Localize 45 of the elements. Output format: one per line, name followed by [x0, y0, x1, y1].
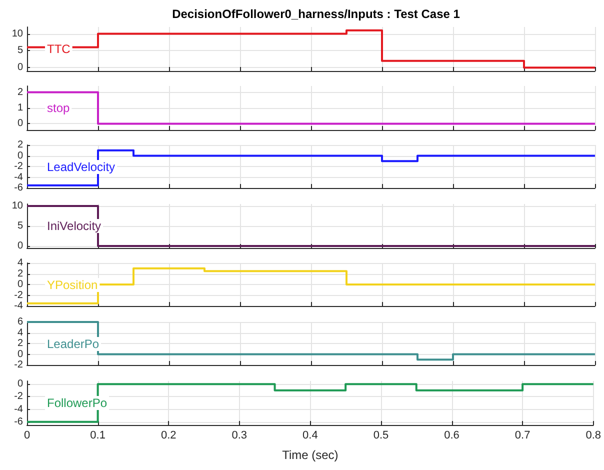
y-tick-label: 0: [17, 118, 24, 130]
y-tick-label: 6: [17, 316, 24, 328]
x-tick-label: 0.3: [232, 430, 248, 442]
series-label: stop: [47, 101, 70, 115]
y-tick-label: 4: [17, 258, 24, 268]
x-tick-label: 0.6: [444, 430, 460, 442]
x-tick-label: 0.8: [586, 430, 602, 442]
y-tick-label: 0: [17, 62, 24, 74]
y-tick-label: -2: [14, 360, 24, 370]
y-tick-label: -4: [14, 300, 24, 312]
y-tick-label: -2: [14, 161, 24, 172]
y-tick-label: 4: [17, 327, 24, 338]
y-tick-label: 0: [17, 378, 24, 390]
y-tick-label: 2: [17, 86, 24, 98]
x-tick-label: 0.4: [302, 430, 318, 442]
y-tick-label: 5: [17, 45, 24, 56]
y-tick-label: 1: [17, 102, 24, 114]
y-tick-label: 0: [17, 240, 24, 252]
series-label: LeadVelocity: [47, 160, 116, 174]
y-tick-label: 2: [17, 338, 24, 349]
y-tick-label: 10: [12, 200, 24, 212]
chart-title: DecisionOfFollower0_harness/Inputs : Test Case 1: [172, 7, 460, 21]
series-label: LeaderPo: [47, 337, 100, 351]
x-tick-label: 0.7: [514, 430, 530, 442]
x-tick-label: 0.2: [160, 430, 176, 442]
y-tick-label: 0: [17, 279, 24, 290]
x-tick-label: 0.5: [373, 430, 389, 442]
series-label: FollowerPo: [47, 396, 108, 410]
y-tick-label: 2: [17, 268, 24, 280]
series-label: YPosition: [47, 278, 98, 292]
y-tick-label: -6: [14, 182, 24, 194]
series-label: IniVelocity: [47, 219, 102, 233]
y-tick-label: 2: [17, 140, 24, 150]
y-tick-label: -2: [14, 391, 24, 402]
x-tick-label: 0.1: [90, 430, 106, 442]
x-axis-title: Time (sec): [282, 448, 338, 462]
y-tick-label: 5: [17, 220, 24, 232]
y-tick-label: 10: [12, 28, 24, 40]
y-tick-label: -6: [14, 416, 24, 428]
y-tick-label: -2: [14, 290, 24, 301]
y-tick-label: 0: [17, 150, 24, 162]
y-tick-label: -4: [14, 172, 24, 183]
y-tick-label: 0: [17, 348, 24, 360]
series-label: TTC: [47, 42, 71, 56]
y-tick-label: -4: [14, 404, 24, 415]
